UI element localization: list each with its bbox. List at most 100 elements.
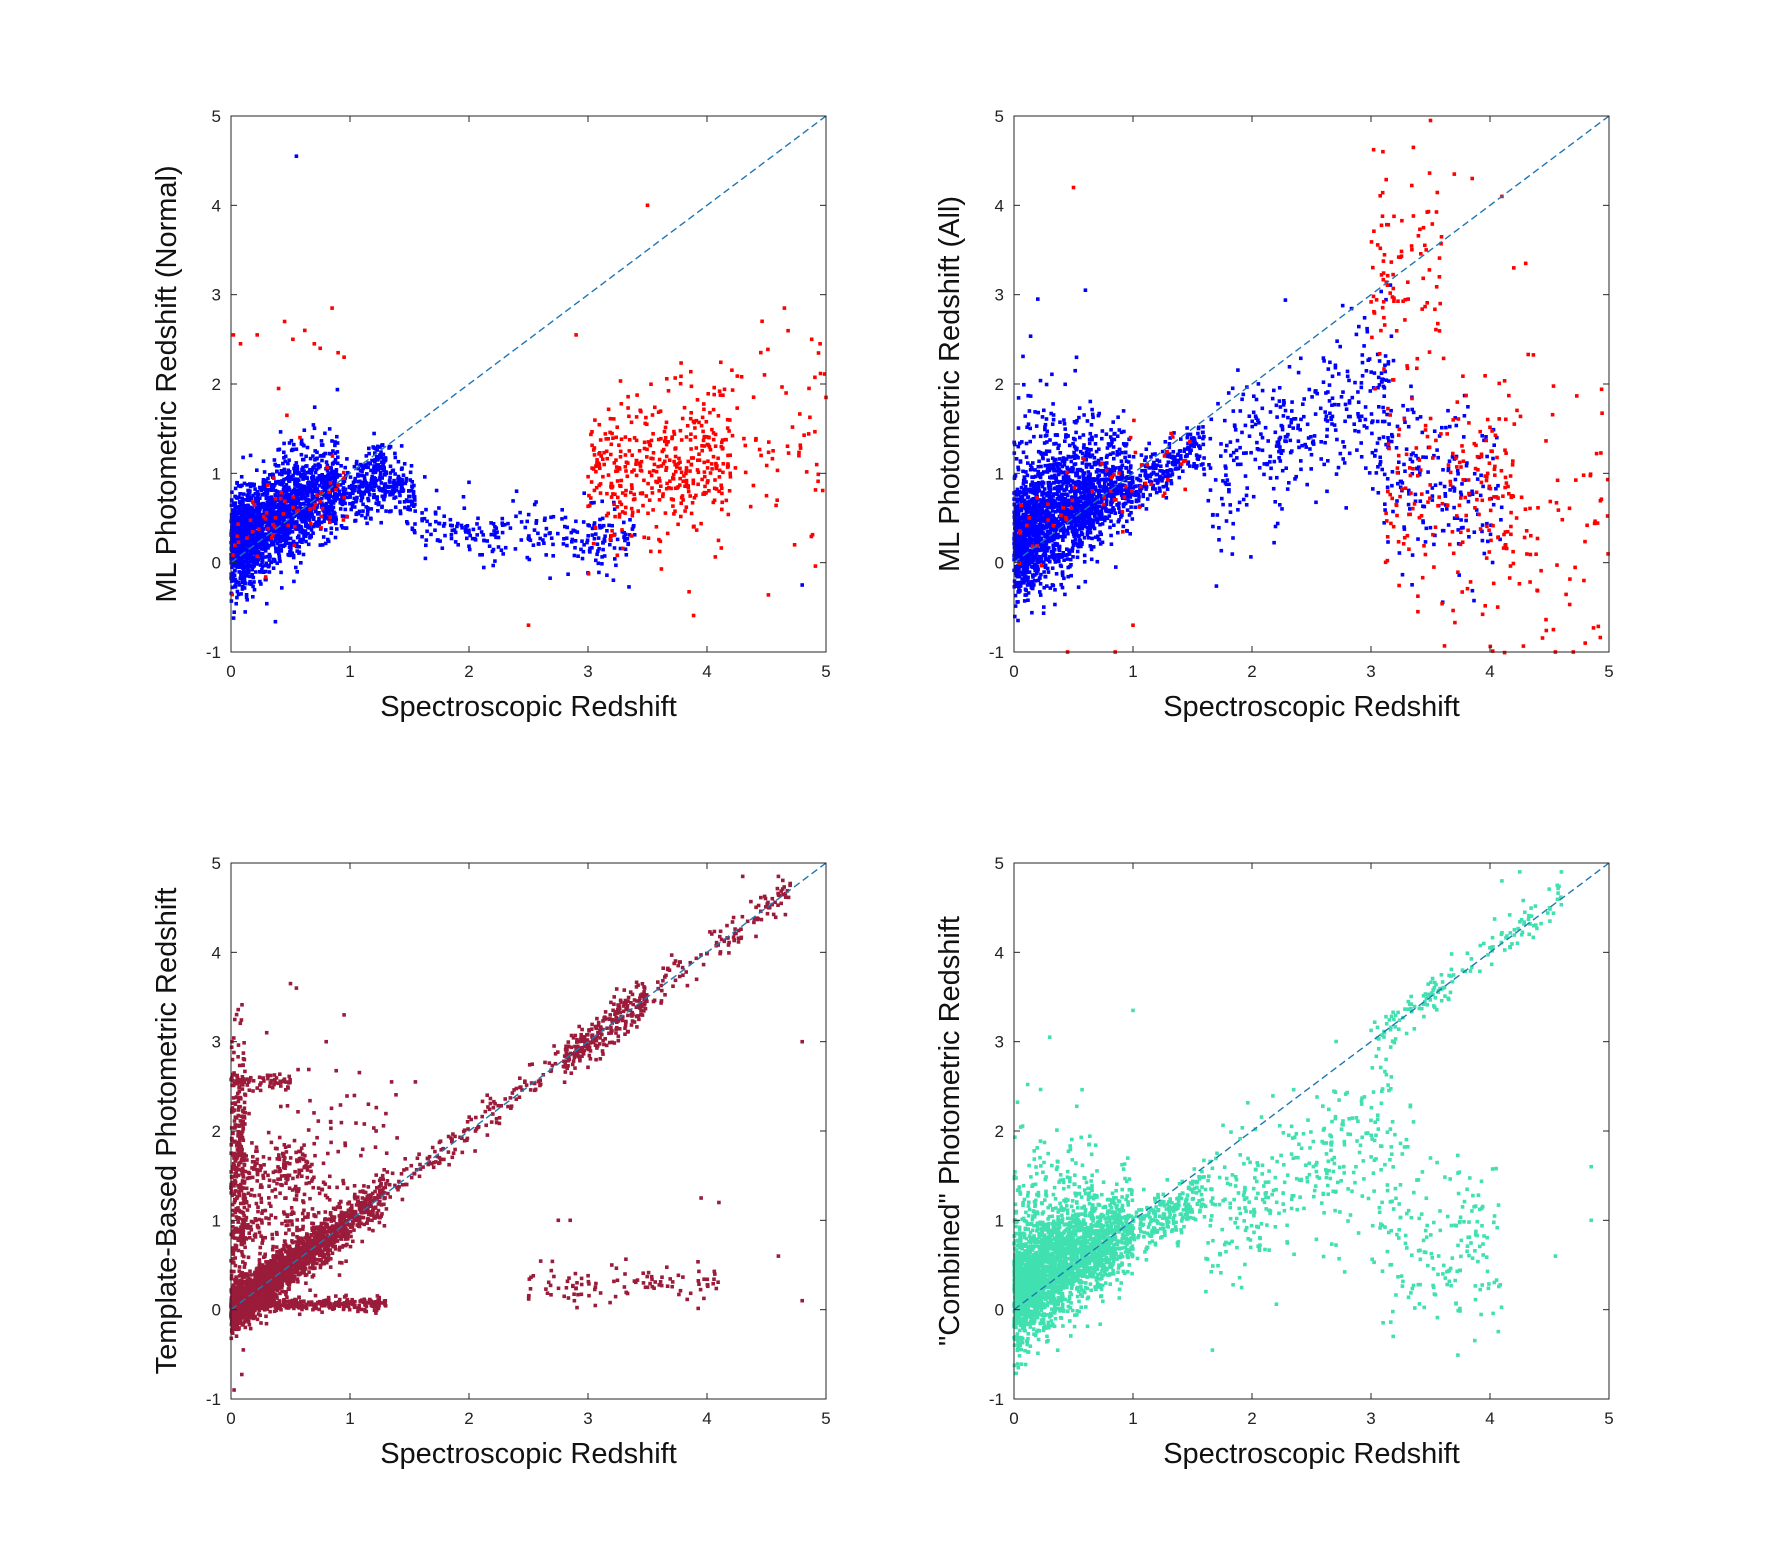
data-point	[548, 576, 552, 580]
data-point	[328, 500, 333, 505]
data-point	[322, 517, 327, 521]
data-point	[727, 429, 731, 433]
data-point	[304, 524, 308, 528]
data-point	[247, 544, 252, 548]
data-point	[816, 479, 820, 484]
data-point	[771, 449, 775, 453]
data-point	[259, 582, 263, 586]
data-point	[1193, 440, 1197, 445]
data-point	[412, 495, 417, 499]
data-point	[360, 495, 365, 499]
data-point	[264, 511, 269, 515]
data-point	[304, 534, 308, 538]
data-point	[1043, 534, 1047, 538]
data-point	[378, 474, 383, 478]
data-point	[247, 497, 251, 501]
data-point	[673, 447, 677, 451]
data-point	[705, 442, 710, 447]
data-point	[574, 519, 578, 524]
data-point	[1041, 553, 1046, 558]
data-point	[1095, 520, 1100, 525]
data-point	[1032, 562, 1037, 567]
data-point	[247, 581, 251, 586]
data-point	[1014, 533, 1018, 538]
data-point	[283, 485, 288, 490]
data-point	[309, 528, 314, 532]
data-point	[664, 468, 668, 472]
data-point	[407, 505, 411, 509]
data-point	[282, 471, 286, 475]
data-point	[301, 537, 305, 542]
data-point	[527, 557, 532, 562]
data-point	[255, 561, 260, 565]
data-point	[392, 486, 396, 490]
data-point	[700, 444, 704, 448]
data-point	[647, 470, 652, 474]
data-point	[1105, 453, 1110, 458]
data-point	[315, 450, 319, 455]
data-point	[1043, 565, 1048, 569]
data-point	[274, 538, 278, 543]
data-point	[1061, 475, 1066, 479]
data-point	[299, 474, 303, 478]
data-point	[1078, 449, 1083, 454]
data-point	[590, 533, 595, 537]
data-point	[775, 468, 780, 473]
data-point	[272, 558, 277, 562]
data-point	[253, 520, 257, 525]
data-point	[623, 435, 628, 439]
data-point	[1021, 522, 1025, 526]
data-point	[293, 489, 297, 493]
data-point	[813, 564, 818, 568]
data-point	[450, 523, 454, 528]
data-point	[694, 528, 699, 532]
data-point	[372, 431, 376, 436]
data-point	[615, 505, 620, 509]
data-point	[239, 501, 244, 505]
data-point	[255, 497, 260, 502]
data-point	[410, 499, 415, 504]
data-point	[304, 475, 309, 480]
data-point	[242, 586, 247, 590]
data-point	[1067, 548, 1071, 552]
data-point	[1056, 535, 1060, 540]
data-point	[231, 512, 235, 517]
data-point	[696, 470, 701, 475]
data-point	[379, 450, 383, 454]
data-point	[1086, 519, 1090, 523]
data-point	[255, 525, 259, 529]
data-point	[1119, 515, 1123, 519]
data-point	[424, 543, 428, 548]
data-point	[650, 413, 655, 417]
data-point	[342, 490, 347, 494]
data-point	[1141, 494, 1145, 499]
data-point	[589, 432, 593, 437]
data-point	[456, 543, 460, 547]
data-point	[441, 524, 446, 528]
data-point	[304, 521, 308, 526]
data-point	[610, 431, 614, 436]
data-point	[244, 520, 248, 525]
data-point	[342, 476, 346, 480]
data-point	[264, 524, 269, 529]
data-point	[383, 488, 387, 492]
data-point	[1063, 553, 1068, 558]
data-point	[1060, 573, 1065, 578]
data-point	[1035, 490, 1039, 494]
data-point	[241, 537, 246, 541]
data-point	[739, 375, 744, 379]
data-point	[1020, 577, 1024, 581]
data-point	[609, 534, 614, 538]
data-point	[1032, 583, 1036, 587]
data-point	[286, 461, 290, 466]
data-point	[1052, 516, 1056, 520]
data-point	[693, 435, 698, 439]
data-point	[298, 502, 302, 506]
data-point	[1046, 529, 1051, 534]
data-point	[601, 474, 605, 479]
data-point	[1030, 522, 1034, 526]
data-point	[244, 529, 248, 533]
data-point	[320, 473, 324, 477]
data-point	[701, 438, 706, 443]
data-point	[1018, 584, 1023, 588]
